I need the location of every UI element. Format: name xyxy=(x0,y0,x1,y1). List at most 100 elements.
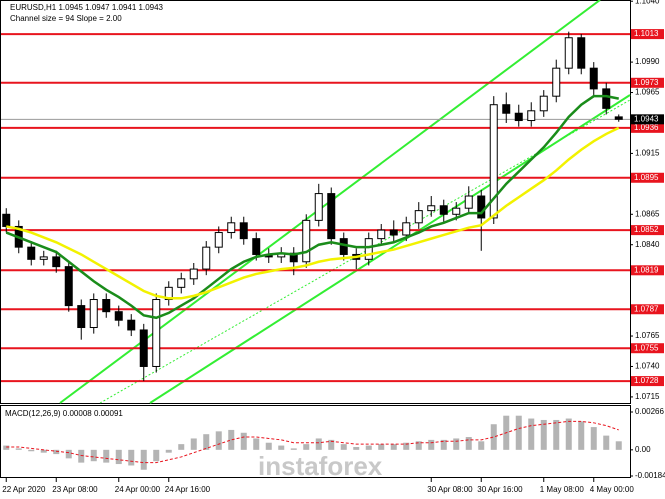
macd-bar xyxy=(390,444,397,450)
candle-body xyxy=(302,219,311,263)
candle-body xyxy=(339,238,348,255)
macd-bar xyxy=(153,449,160,462)
candle-body xyxy=(64,266,73,307)
macd-bar xyxy=(353,446,360,450)
macd-bar xyxy=(378,444,385,450)
x-tick-label: 30 Apr 08:00 xyxy=(427,485,473,494)
level-label-box xyxy=(631,122,664,133)
candle-body xyxy=(602,88,611,109)
macd-bar xyxy=(228,429,235,450)
level-label-box xyxy=(631,376,664,387)
level-label: 1.0819 xyxy=(634,265,659,274)
macd-bar xyxy=(265,442,272,450)
candle-body xyxy=(464,195,473,209)
y-tick-label: 1.1040 xyxy=(635,0,660,5)
candle-body xyxy=(514,112,523,122)
macd-bar xyxy=(315,438,322,450)
candle-body xyxy=(202,246,211,270)
candle-body xyxy=(539,95,548,112)
y-tick-label: 1.0715 xyxy=(635,392,660,401)
level-label: 1.0852 xyxy=(634,225,659,234)
main-pane xyxy=(0,0,631,404)
chart-subtitle: Channel size = 94 Slope = 2.00 xyxy=(10,14,122,23)
candle-body xyxy=(189,268,198,280)
macd-bar xyxy=(165,449,172,453)
macd-bar xyxy=(65,449,72,459)
macd-bar xyxy=(440,439,447,450)
last-price-label: 1.0943 xyxy=(634,114,659,123)
macd-bar xyxy=(3,445,10,450)
level-label: 1.0728 xyxy=(634,376,659,385)
macd-bar xyxy=(53,449,60,455)
candle-body xyxy=(427,205,436,212)
y-tick-label: 1.0740 xyxy=(635,362,660,371)
y-tick-label: 1.0965 xyxy=(635,88,660,97)
candle-body xyxy=(389,229,398,236)
macd-bar xyxy=(90,449,97,462)
candle-body xyxy=(527,110,536,122)
candle-body xyxy=(52,256,61,268)
macd-bar xyxy=(540,419,547,450)
candle-body xyxy=(139,329,148,367)
macd-bar xyxy=(565,418,572,450)
macd-bar xyxy=(403,442,410,450)
macd-bar xyxy=(340,444,347,450)
macd-bar xyxy=(515,415,522,450)
candle-body xyxy=(39,256,48,260)
macd-bar xyxy=(40,449,47,453)
candle-body xyxy=(452,207,461,215)
candle-body xyxy=(227,222,236,234)
macd-bar xyxy=(553,419,560,450)
macd-bar xyxy=(478,441,485,450)
macd-bar xyxy=(103,449,110,463)
candle-body xyxy=(489,104,498,219)
candle-body xyxy=(377,229,386,240)
macd-bar xyxy=(490,424,497,450)
candle-body xyxy=(364,238,373,260)
x-tick-label: 23 Apr 08:00 xyxy=(52,485,98,494)
candle-body xyxy=(114,311,123,321)
candle-body xyxy=(127,319,136,331)
candle-body xyxy=(327,193,336,240)
candle-body xyxy=(252,238,261,255)
level-label-box xyxy=(631,265,664,276)
macd-bar xyxy=(215,431,222,450)
macd-bar xyxy=(453,438,460,450)
level-label-box xyxy=(631,225,664,236)
watermark: instaforex xyxy=(258,451,383,481)
x-tick-label: 30 Apr 16:00 xyxy=(477,485,523,494)
macd-bar xyxy=(590,427,597,450)
candle-body xyxy=(214,232,223,248)
macd-y-tick-label: 0.00266 xyxy=(635,407,664,416)
level-label: 1.0973 xyxy=(634,78,659,87)
macd-bar xyxy=(428,439,435,450)
level-label-box xyxy=(631,77,664,88)
chart-title: EURUSD,H1 1.0945 1.0947 1.0941 1.0943 xyxy=(10,3,164,12)
moving-average xyxy=(6,126,620,300)
candle-body xyxy=(89,299,98,329)
x-tick-label: 22 Apr 2020 xyxy=(2,485,46,494)
level-label: 1.0755 xyxy=(634,343,659,352)
macd-bar xyxy=(253,438,260,450)
level-label: 1.0936 xyxy=(634,123,659,132)
x-tick-label: 4 May 00:00 xyxy=(590,485,635,494)
macd-bar xyxy=(328,439,335,450)
macd-bar xyxy=(240,432,247,450)
last-price-box xyxy=(631,114,664,125)
candle-body xyxy=(502,104,511,114)
macd-bar xyxy=(78,449,85,463)
moving-average xyxy=(5,94,619,320)
candle-body xyxy=(552,67,561,97)
macd-bar xyxy=(303,444,310,450)
macd-title: MACD(12,26,9) 0.00008 0.00091 xyxy=(5,409,123,418)
candle-body xyxy=(177,278,186,288)
level-label: 1.1013 xyxy=(634,29,659,38)
candle-body xyxy=(102,299,111,313)
candle-body xyxy=(577,37,586,69)
macd-pane xyxy=(0,405,631,478)
macd-bar xyxy=(528,418,535,450)
y-tick-label: 1.0765 xyxy=(635,331,660,340)
macd-bar xyxy=(603,435,610,450)
channel-lower xyxy=(149,94,631,404)
